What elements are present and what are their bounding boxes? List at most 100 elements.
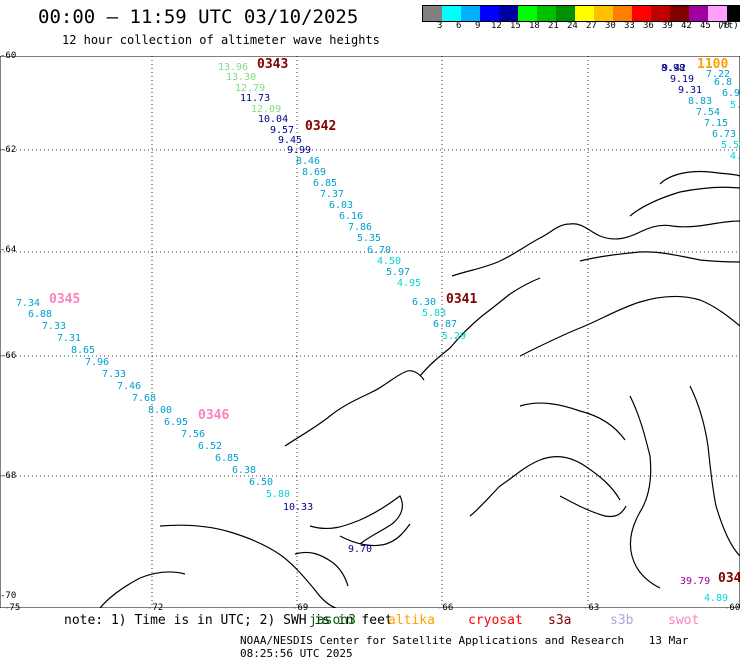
wave-height-value: 8.83 xyxy=(688,96,712,107)
wave-height-value: 6.9 xyxy=(722,88,740,99)
wave-height-value: 8.69 xyxy=(302,167,326,178)
colorbar-swatch xyxy=(537,6,556,21)
pass-time-label: 0342 xyxy=(305,119,336,134)
colorbar-tick-label: 45 xyxy=(700,21,711,31)
note-text: note: 1) Time is in UTC; 2) SWH is in fe… xyxy=(64,613,393,628)
wave-height-value: 9.99 xyxy=(287,145,311,156)
wave-height-value: 9.31 xyxy=(678,85,702,96)
colorbar-tick-label: 3 xyxy=(437,21,443,31)
colorbar-tick-label: 18 xyxy=(529,21,540,31)
footer-credit: NOAA/NESDIS Center for Satellite Applica… xyxy=(240,634,625,647)
wave-height-value: 9.45 xyxy=(278,135,302,146)
wave-height-value: 6.85 xyxy=(313,178,337,189)
wave-height-value: 5.83 xyxy=(422,308,446,319)
colorbar-swatch xyxy=(613,6,632,21)
colorbar-tick-label: 33 xyxy=(624,21,635,31)
wave-height-value: 5.29 xyxy=(442,331,466,342)
colorbar-swatch xyxy=(575,6,594,21)
colorbar-swatch xyxy=(480,6,499,21)
colorbar-tick-label: 30 xyxy=(605,21,616,31)
wave-height-value: 13.30 xyxy=(226,72,256,83)
page-title: 00:00 – 11:59 UTC 03/10/2025 xyxy=(38,6,359,28)
colorbar-swatch xyxy=(499,6,518,21)
colorbar-swatch xyxy=(632,6,651,21)
wave-height-value: 8.65 xyxy=(71,345,95,356)
wave-height-value: 6.52 xyxy=(198,441,222,452)
longitude-label: -63 xyxy=(583,603,600,613)
latitude-label: -62 xyxy=(0,145,17,155)
wave-height-value: 10.04 xyxy=(258,114,288,125)
colorbar-tick-label: 70 xyxy=(719,21,730,31)
colorbar-swatch xyxy=(594,6,613,21)
latitude-label: -70 xyxy=(0,591,17,601)
wave-height-value: 13.96 xyxy=(218,62,248,73)
colorbar-swatch xyxy=(670,6,689,21)
wave-height-value: 4.89 xyxy=(704,593,728,604)
colorbar-tick-label: 42 xyxy=(681,21,692,31)
colorbar-swatch xyxy=(651,6,670,21)
wave-height-value: 5.3 xyxy=(730,100,740,111)
colorbar-swatch xyxy=(442,6,461,21)
mission-label: swot xyxy=(668,613,700,628)
wave-height-value: 7.33 xyxy=(42,321,66,332)
pass-time-label: 0346 xyxy=(198,408,229,423)
wave-height-value: 11.73 xyxy=(240,93,270,104)
graticule xyxy=(0,56,740,608)
pass-time-label: 0345 xyxy=(49,292,80,307)
wave-height-value: 5.50 xyxy=(721,140,740,151)
colorbar-swatch xyxy=(708,6,727,21)
colorbar-unit: (ft) xyxy=(717,21,739,31)
wave-height-value: 7.22 xyxy=(706,69,730,80)
colorbar-tick-label: 24 xyxy=(567,21,578,31)
wave-height-value: 6.38 xyxy=(232,465,256,476)
wave-height-value: 7.46 xyxy=(117,381,141,392)
wave-height-value: 7.15 xyxy=(704,118,728,129)
wave-height-value: 6.87 xyxy=(433,319,457,330)
wave-height-value: 7.86 xyxy=(348,222,372,233)
wave-height-value: 4.50 xyxy=(377,256,401,267)
wave-height-value: 6.30 xyxy=(412,297,436,308)
latitude-label: -68 xyxy=(0,471,17,481)
wave-height-value: 6.95 xyxy=(164,417,188,428)
colorbar-tick-label: 39 xyxy=(662,21,673,31)
colorbar-tick-label: 36 xyxy=(643,21,654,31)
wave-height-value: 7.31 xyxy=(57,333,81,344)
wave-height-value: 4.8 xyxy=(730,151,740,162)
colorbar-legend xyxy=(422,5,740,22)
longitude-label: -72 xyxy=(147,603,164,613)
colorbar-tick-label: 9 xyxy=(475,21,481,31)
wave-height-value: 12.79 xyxy=(235,83,265,94)
wave-height-value: 9.57 xyxy=(270,125,294,136)
colorbar-swatch xyxy=(727,6,740,21)
wave-height-value: 6.85 xyxy=(215,453,239,464)
map-panel: 034313.9613.3012.7911.7312.0910.049.579.… xyxy=(0,56,740,608)
mission-label: cryosat xyxy=(468,613,523,628)
wave-height-value: 8.98 xyxy=(661,63,685,74)
colorbar-tick-label: 12 xyxy=(491,21,502,31)
wave-height-value: 39.79 xyxy=(680,576,710,587)
mission-label: altika xyxy=(388,613,435,628)
longitude-label: -75 xyxy=(4,603,21,613)
wave-height-value: 7.56 xyxy=(181,429,205,440)
mission-label: jason3 xyxy=(309,613,356,628)
longitude-label: -60 xyxy=(724,603,740,613)
colorbar-tick-label: 15 xyxy=(510,21,521,31)
wave-height-value: 8.46 xyxy=(296,156,320,167)
wave-height-value: 10.33 xyxy=(283,502,313,513)
wave-height-value: 6.88 xyxy=(28,309,52,320)
latitude-label: -64 xyxy=(0,245,17,255)
longitude-label: -66 xyxy=(437,603,454,613)
page-subtitle: 12 hour collection of altimeter wave hei… xyxy=(62,33,380,47)
wave-height-value: 7.68 xyxy=(132,393,156,404)
mission-label: s3a xyxy=(548,613,572,628)
pass-time-label: 0341 xyxy=(446,292,477,307)
wave-height-value: 9.42 xyxy=(662,63,686,74)
colorbar-tick-label: 6 xyxy=(456,21,462,31)
latitude-label: -60 xyxy=(0,51,17,61)
wave-height-value: 4.95 xyxy=(397,278,421,289)
wave-height-value: 6.70 xyxy=(367,245,391,256)
latitude-label: -66 xyxy=(0,351,17,361)
pass-time-label: 034 xyxy=(718,571,740,586)
wave-height-value: 9.19 xyxy=(670,74,694,85)
